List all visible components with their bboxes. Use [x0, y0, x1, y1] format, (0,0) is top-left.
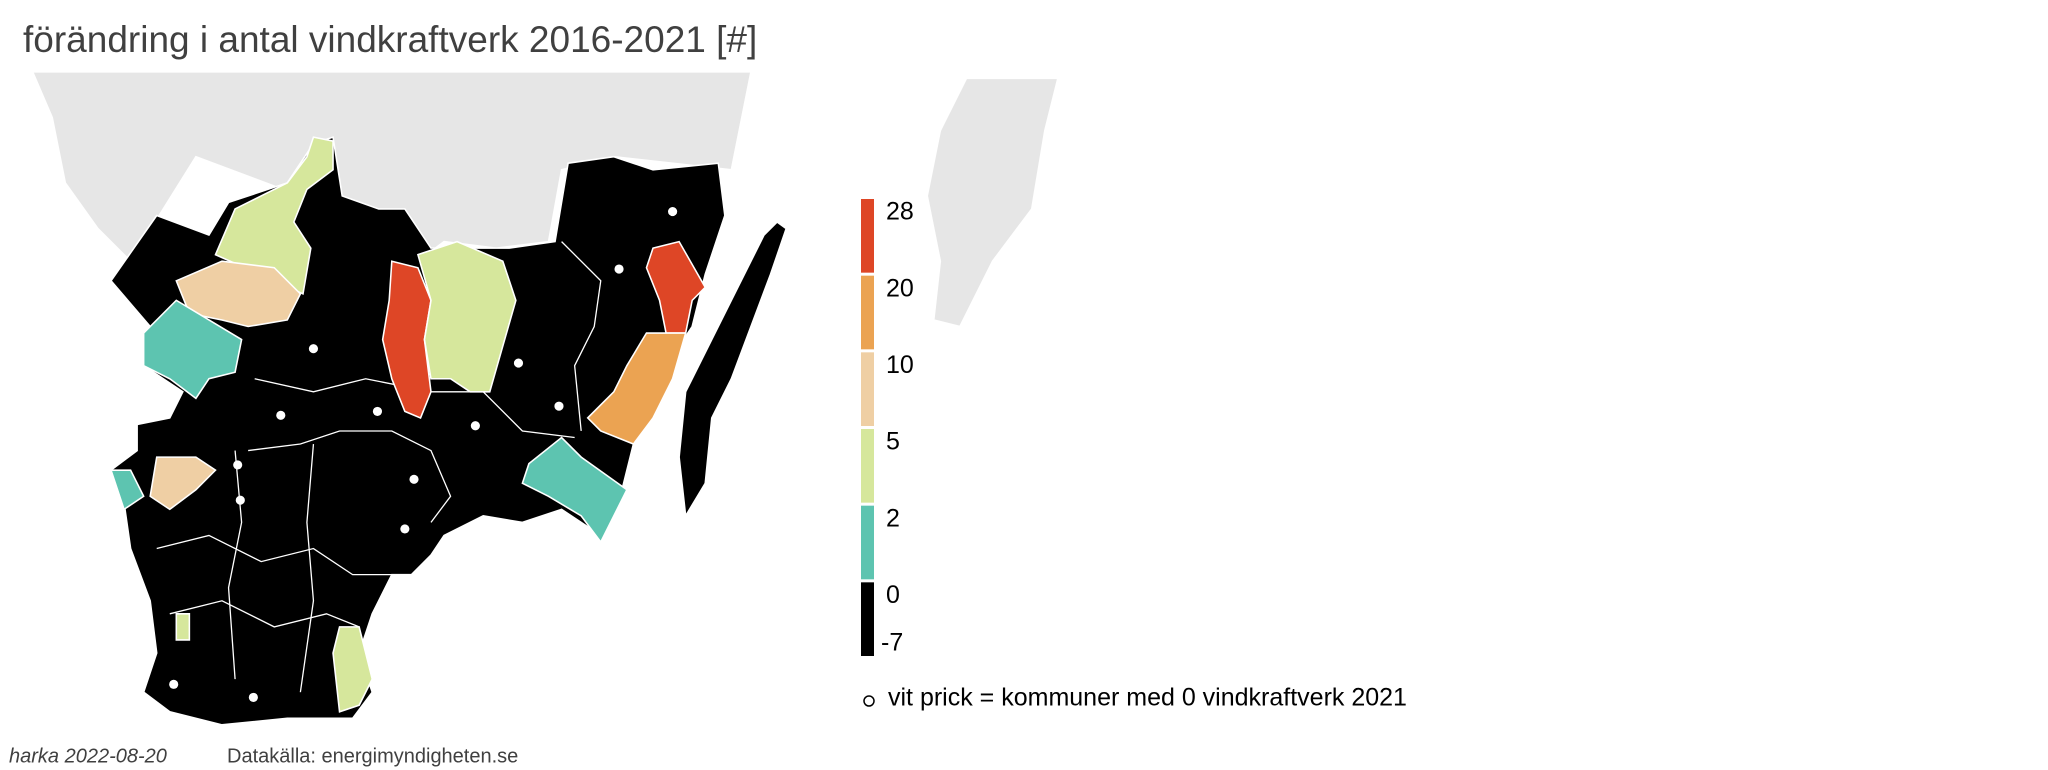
region — [142, 299, 243, 400]
region — [332, 626, 374, 713]
footer-author: harka 2022-08-20 — [9, 745, 167, 767]
dot — [400, 524, 410, 534]
border — [248, 430, 452, 523]
dot — [554, 401, 564, 411]
legend-label: 10 — [886, 351, 914, 379]
legend: 0 2 5 10 20 28 -7 — [861, 198, 914, 657]
legend-label: -7 — [881, 629, 903, 657]
dot — [372, 406, 383, 416]
legend-label: 0 — [886, 581, 900, 609]
border — [561, 241, 602, 432]
region — [381, 260, 432, 419]
legend-label: 20 — [886, 274, 914, 302]
map — [31, 71, 1059, 726]
region — [214, 136, 334, 295]
region — [521, 436, 628, 544]
legend-label: 28 — [886, 198, 914, 226]
border — [299, 443, 315, 693]
white-dots — [169, 207, 678, 702]
border — [156, 534, 392, 576]
dot — [169, 679, 179, 689]
region — [149, 456, 217, 511]
legend-swatch — [861, 429, 874, 503]
dot — [276, 410, 286, 420]
legend-swatch — [861, 199, 874, 273]
region — [586, 332, 687, 445]
note-symbol — [863, 695, 875, 707]
border — [169, 600, 360, 628]
gotland — [926, 77, 1059, 328]
legend-swatch — [861, 505, 874, 580]
dot — [308, 344, 319, 354]
dot — [409, 474, 419, 484]
note: vit prick = kommuner med 0 vindkraftverk… — [888, 684, 1407, 712]
dot — [235, 495, 245, 505]
dot — [470, 421, 480, 431]
dot — [668, 207, 678, 217]
map-title: förändring i antal vindkraftverk 2016-20… — [23, 19, 757, 60]
legend-swatch — [861, 275, 874, 350]
dot — [614, 264, 624, 274]
dot — [233, 460, 243, 470]
region — [416, 240, 517, 393]
border — [227, 450, 243, 680]
dot — [513, 358, 524, 368]
region — [678, 220, 788, 519]
legend-label: 5 — [886, 428, 900, 456]
legend-swatch — [861, 582, 874, 656]
legend-label: 2 — [886, 504, 900, 532]
region — [175, 613, 191, 641]
footer-source: Datakälla: energimyndigheten.se — [227, 745, 518, 767]
legend-swatch — [861, 352, 874, 426]
region — [109, 469, 145, 511]
dot — [248, 692, 258, 702]
